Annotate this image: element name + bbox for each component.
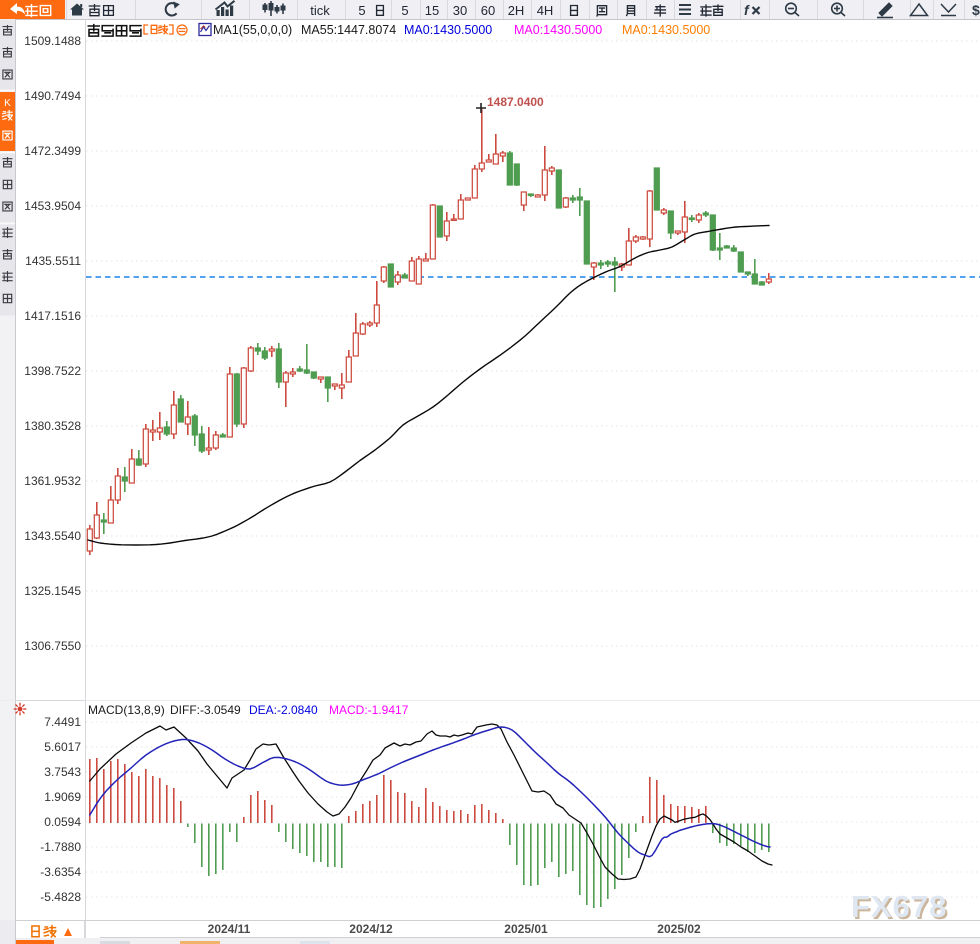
svg-text:K: K xyxy=(4,98,11,109)
svg-text:$: $ xyxy=(972,2,980,18)
svg-text:f: f xyxy=(744,2,750,18)
